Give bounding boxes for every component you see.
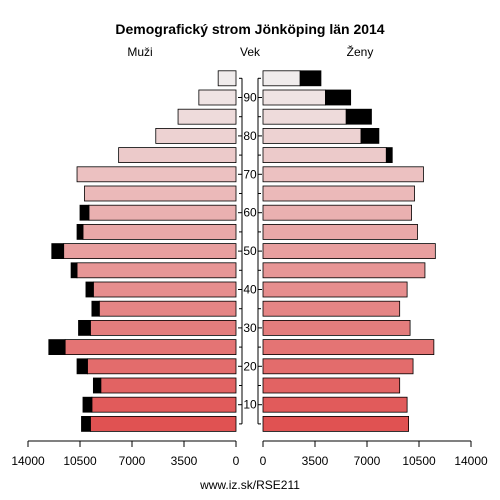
male-surplus-10-14 — [92, 377, 102, 394]
age-tick-label: 80 — [243, 129, 257, 143]
female-surplus-75-79 — [360, 127, 380, 144]
age-tick-label: 10 — [243, 398, 257, 412]
female-surplus-90+ — [299, 70, 322, 87]
female-bar-90+ — [262, 70, 301, 87]
male-x-axis: 14000 10500 7000 3500 0 — [11, 440, 240, 468]
male-bar-40-44 — [76, 262, 237, 279]
female-bar-75-79 — [262, 127, 362, 144]
center-axis-label: Vek — [240, 45, 261, 59]
male-bar-5-9 — [91, 396, 237, 413]
female-bar-5-9 — [262, 396, 408, 413]
female-bar-65-69 — [262, 166, 424, 183]
male-surplus-25-29 — [78, 319, 91, 336]
female-bar-70-74 — [262, 147, 387, 164]
female-x-tick-label: 0 — [260, 454, 267, 468]
age-tick-label: 60 — [243, 206, 257, 220]
age-tick-label: 90 — [243, 91, 257, 105]
male-bar-0-4 — [90, 415, 237, 432]
male-x-tick-label: 0 — [233, 454, 240, 468]
male-bar-90+ — [217, 70, 237, 87]
female-bars — [262, 70, 436, 432]
female-x-tick-label: 7000 — [354, 454, 381, 468]
male-x-tick-label: 7000 — [119, 454, 146, 468]
male-surplus-40-44 — [70, 262, 78, 279]
female-surplus-80-84 — [345, 108, 372, 125]
male-bar-35-39 — [92, 281, 237, 298]
left-panel-label: Muži — [127, 45, 152, 59]
female-surplus-85-89 — [324, 89, 352, 106]
female-x-tick-label: 3500 — [302, 454, 329, 468]
male-bar-80-84 — [177, 108, 237, 125]
female-x-axis: 0 3500 7000 10500 14000 — [260, 440, 488, 468]
age-tick-label: 20 — [243, 359, 257, 373]
chart-title: Demografický strom Jönköping län 2014 — [115, 21, 384, 37]
male-surplus-45-49 — [51, 243, 65, 260]
male-bar-20-24 — [64, 339, 237, 356]
age-tick-label: 70 — [243, 167, 257, 181]
female-bar-10-14 — [262, 377, 401, 394]
female-bar-15-19 — [262, 358, 414, 375]
female-surplus-70-74 — [385, 147, 393, 164]
right-panel-label: Ženy — [347, 44, 374, 59]
male-bars — [48, 70, 237, 432]
male-bar-55-59 — [88, 204, 237, 221]
male-surplus-20-24 — [48, 339, 66, 356]
footer-source: www.iz.sk/RSE211 — [199, 478, 300, 492]
female-bar-85-89 — [262, 89, 326, 106]
male-surplus-30-34 — [91, 300, 100, 317]
female-bar-35-39 — [262, 281, 408, 298]
male-x-tick-label: 14000 — [11, 454, 45, 468]
male-bar-10-14 — [100, 377, 237, 394]
male-bar-15-19 — [87, 358, 237, 375]
male-bar-60-64 — [84, 185, 237, 202]
male-surplus-5-9 — [82, 396, 93, 413]
female-bar-40-44 — [262, 262, 426, 279]
female-bar-80-84 — [262, 108, 347, 125]
female-bar-55-59 — [262, 204, 412, 221]
male-surplus-15-19 — [76, 358, 88, 375]
female-bar-30-34 — [262, 300, 401, 317]
female-bar-50-54 — [262, 223, 418, 240]
male-surplus-50-54 — [76, 223, 84, 240]
male-bar-45-49 — [63, 243, 237, 260]
male-bar-75-79 — [155, 127, 237, 144]
male-surplus-55-59 — [79, 204, 90, 221]
female-bar-0-4 — [262, 415, 410, 432]
male-bar-70-74 — [118, 147, 237, 164]
female-x-tick-label: 10500 — [402, 454, 436, 468]
age-tick-label: 40 — [243, 283, 257, 297]
age-tick-label: 30 — [243, 321, 257, 335]
male-x-tick-label: 3500 — [171, 454, 198, 468]
male-surplus-35-39 — [85, 281, 94, 298]
age-axis: 10 20 30 40 50 60 70 80 90 — [238, 77, 262, 425]
male-x-tick-label: 10500 — [63, 454, 97, 468]
female-bar-45-49 — [262, 243, 436, 260]
male-bar-85-89 — [198, 89, 237, 106]
female-x-tick-label: 14000 — [454, 454, 488, 468]
female-bar-25-29 — [262, 319, 411, 336]
male-bar-25-29 — [90, 319, 237, 336]
female-bar-20-24 — [262, 339, 435, 356]
male-bar-50-54 — [82, 223, 237, 240]
male-bar-30-34 — [98, 300, 237, 317]
male-surplus-0-4 — [81, 415, 91, 432]
female-bar-60-64 — [262, 185, 415, 202]
age-tick-label: 50 — [243, 244, 257, 258]
male-bar-65-69 — [76, 166, 237, 183]
